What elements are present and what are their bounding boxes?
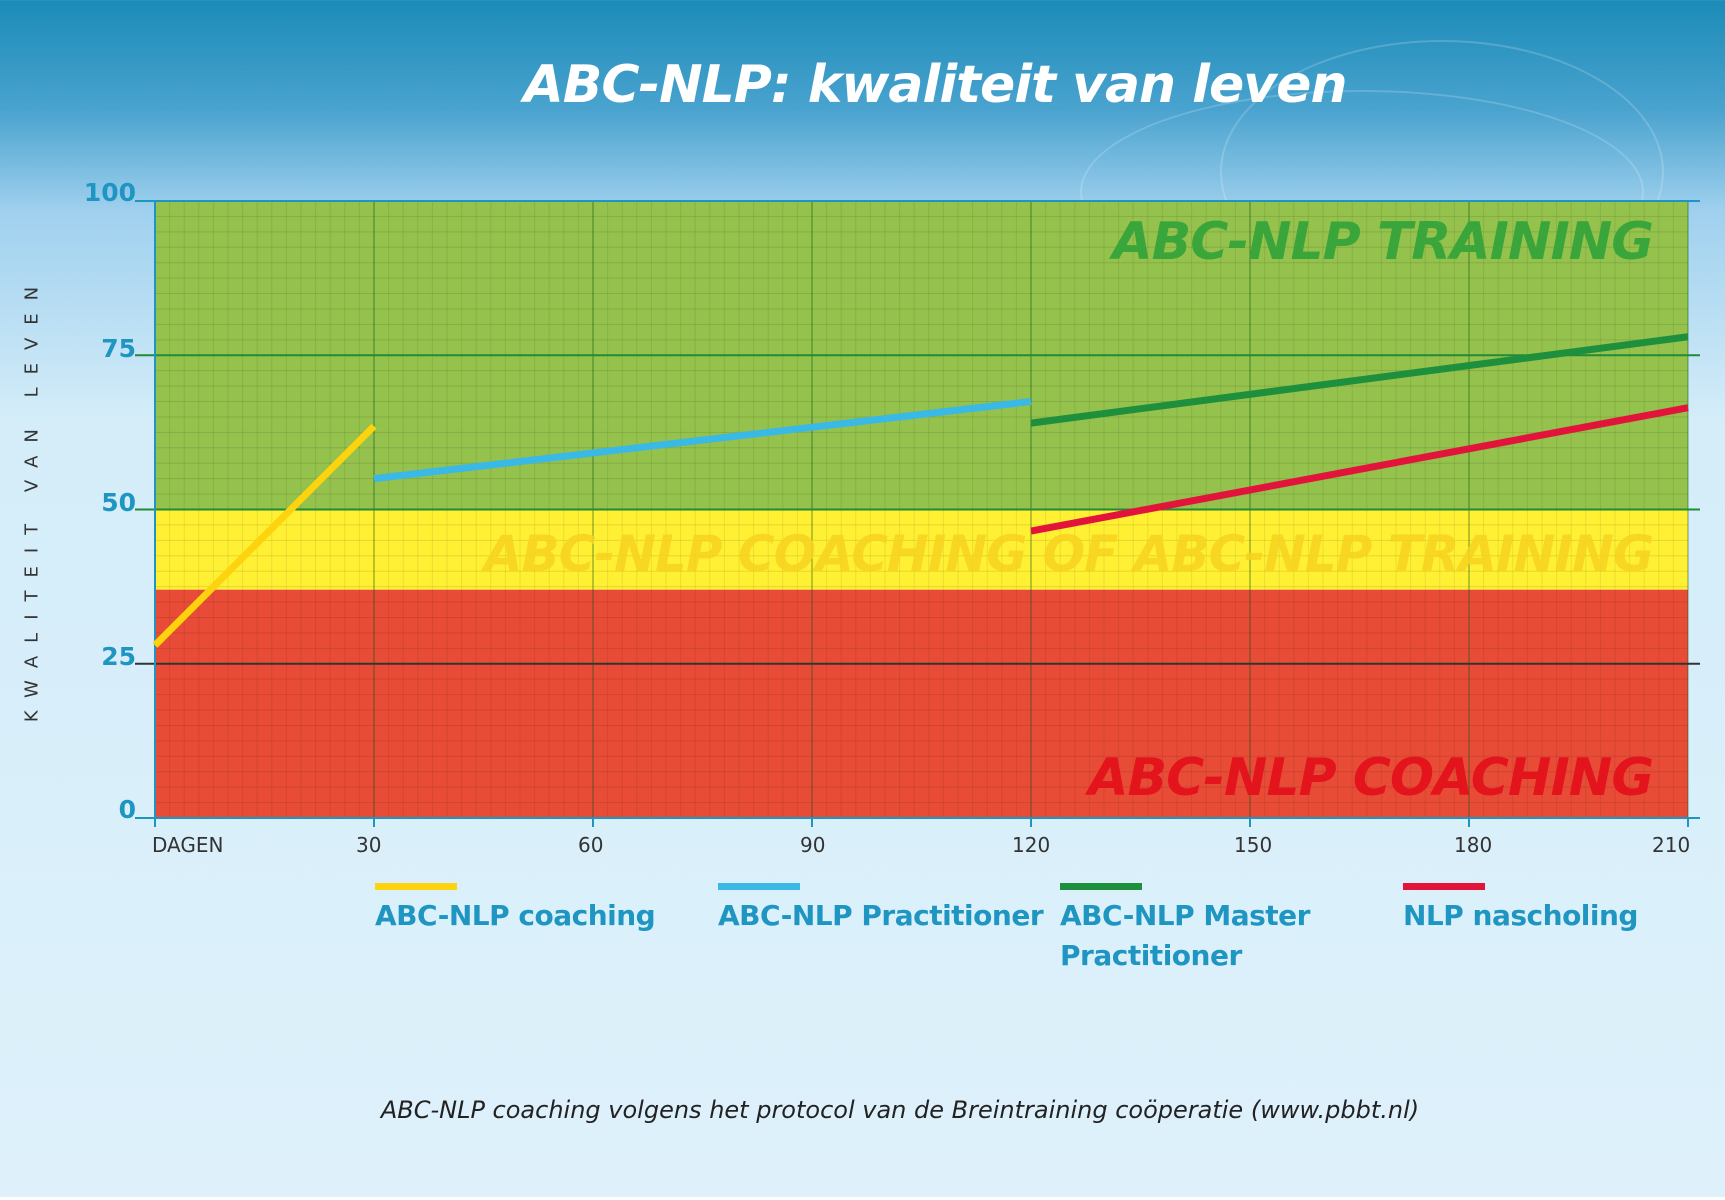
series-line [1030, 333, 1689, 427]
legend-item-abc-nlp-master-practitioner: ABC-NLP Master Practitioner [1060, 883, 1310, 976]
x-tick-label: 120 [1012, 833, 1051, 857]
legend-label: NLP nascholing [1403, 899, 1638, 932]
x-tick-label: 180 [1454, 833, 1493, 857]
legend-item-abc-nlp-coaching: ABC-NLP coaching [375, 883, 656, 936]
legend-swatch [1403, 883, 1485, 890]
legend-swatch [718, 883, 800, 890]
legend-label: ABC-NLP Practitioner [718, 899, 1044, 932]
legend-item-nlp-nascholing: NLP nascholing [1403, 883, 1638, 936]
series-line [373, 398, 1032, 483]
series-line [152, 423, 377, 648]
footnote: ABC-NLP coaching volgens het protocol va… [380, 1096, 1420, 1124]
y-axis-label: KWALITEIT VAN LEVEN [21, 273, 43, 723]
legend-label: ABC-NLP Master [1060, 899, 1310, 932]
zone-band [155, 509, 1688, 590]
legend-swatch [375, 883, 457, 890]
legend-item-abc-nlp-practitioner: ABC-NLP Practitioner [718, 883, 1044, 936]
y-tick-label: 50 [101, 488, 136, 517]
legend-label: Practitioner [1060, 939, 1242, 972]
zone-label-coaching: ABC-NLP COACHING [1088, 748, 1654, 808]
chart-title: ABC-NLP: kwaliteit van leven [523, 55, 1348, 115]
bottom-strip [0, 1197, 1725, 1200]
legend-label: ABC-NLP coaching [375, 899, 656, 932]
x-tick-label: 90 [800, 833, 826, 857]
x-tick-label: 60 [578, 833, 604, 857]
legend-swatch [1060, 883, 1142, 890]
x-axis-label: DAGEN [152, 833, 224, 857]
x-tick-label: 150 [1234, 833, 1273, 857]
y-tick-label: 0 [118, 795, 136, 824]
zone-label-training: ABC-NLP TRAINING [1112, 212, 1654, 272]
zone-label-coaching-or-training: ABC-NLP COACHING OF ABC-NLP TRAINING [483, 525, 1654, 583]
y-tick-label: 25 [101, 642, 136, 671]
y-tick-label: 75 [101, 334, 136, 363]
zone-band [155, 589, 1688, 818]
x-tick-label: 30 [356, 833, 382, 857]
x-tick-label: 210 [1652, 833, 1691, 857]
series-line [1030, 404, 1689, 535]
y-tick-label: 100 [83, 178, 136, 207]
